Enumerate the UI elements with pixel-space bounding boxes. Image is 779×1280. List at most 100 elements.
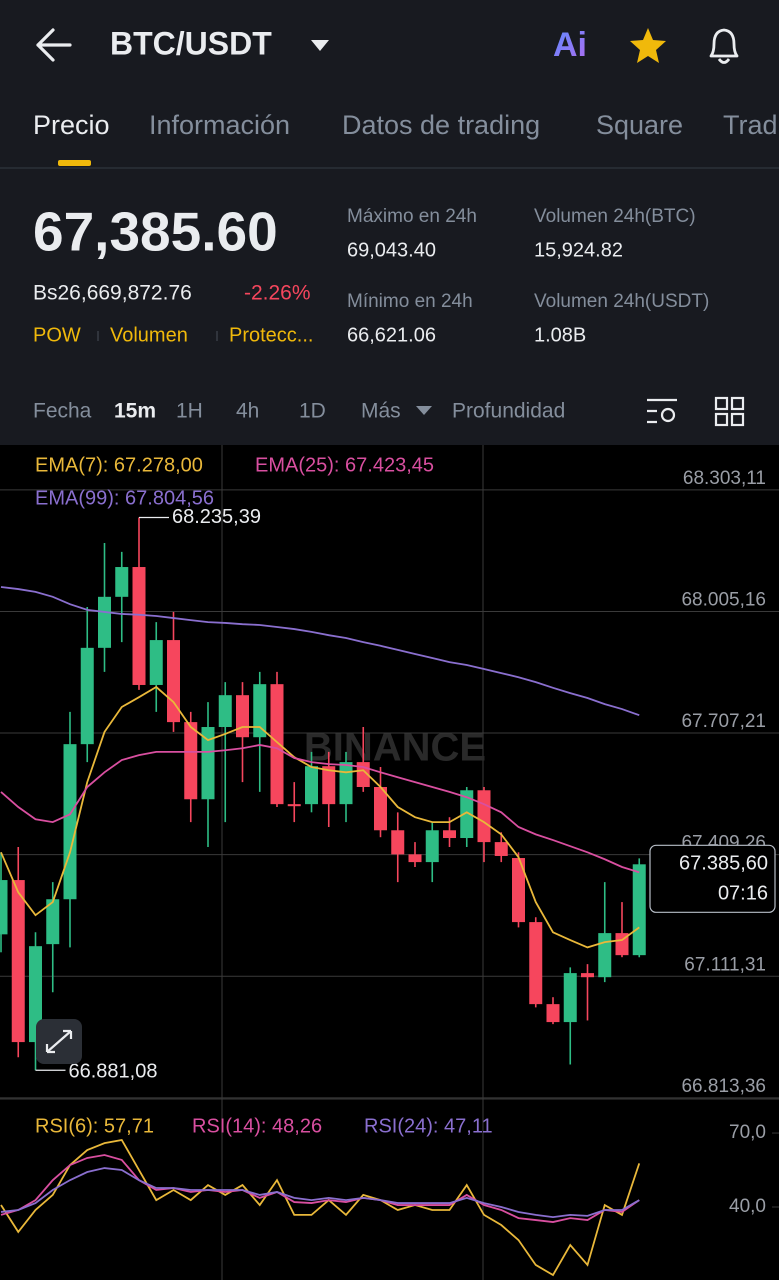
chart-background — [0, 445, 779, 1280]
candle-body — [391, 830, 405, 855]
indicator-line — [0, 685, 640, 949]
candle-body — [132, 567, 146, 685]
stat-label: Mínimo en 24h — [347, 291, 473, 312]
last-price: 67,385.60 — [33, 201, 278, 263]
tag[interactable]: Protecc... — [229, 324, 313, 346]
interval[interactable]: Fecha — [33, 400, 92, 423]
stat-value: 66,621.06 — [347, 324, 436, 346]
back-button[interactable] — [36, 28, 72, 62]
ai-button[interactable]: Ai — [553, 26, 587, 64]
min-label: 66.881,08 — [69, 1060, 158, 1082]
last-price-box — [649, 844, 776, 913]
candle-body — [546, 1004, 560, 1023]
candle-body — [253, 684, 267, 738]
interval[interactable]: Más — [361, 400, 401, 423]
interval[interactable]: 1D — [299, 400, 326, 423]
pair-dropdown[interactable] — [311, 40, 329, 51]
candle-body — [115, 567, 129, 597]
candle-body — [98, 596, 111, 648]
stat-value: 1.08B — [534, 324, 586, 346]
candle-body — [0, 880, 8, 935]
indicator-line — [0, 1154, 640, 1223]
candle-body — [408, 854, 422, 863]
candle-body — [339, 762, 353, 805]
more-dropdown[interactable] — [416, 406, 432, 415]
candle-body — [80, 647, 94, 745]
candle-body — [443, 830, 456, 839]
candle-body — [287, 804, 301, 807]
candle-body — [512, 858, 525, 923]
candle-body — [494, 842, 508, 856]
expand-button[interactable] — [36, 1019, 82, 1064]
y-tick-label: 66.813,36 — [681, 1076, 766, 1097]
favorite-star[interactable] — [630, 28, 666, 63]
legend-entry: EMA(25): 67.423,45 — [255, 454, 434, 476]
candle-body — [374, 787, 387, 831]
watermark: BINANCE — [304, 726, 486, 770]
tab[interactable]: Trad — [723, 110, 778, 140]
tag[interactable]: Volumen — [110, 324, 188, 346]
legend-entry: RSI(24): 47,11 — [364, 1115, 493, 1137]
indicator-line — [0, 1138, 641, 1277]
legend-entry: RSI(6): 57,71 — [35, 1115, 154, 1137]
local-price: Bs26,669,872.76 — [33, 282, 192, 305]
candle-body — [581, 973, 594, 978]
candle-body — [201, 727, 215, 800]
interval[interactable]: Profundidad — [452, 400, 565, 423]
legend-entry: RSI(14): 48,26 — [192, 1115, 322, 1137]
candle-body — [563, 973, 577, 1023]
candle-body — [529, 922, 543, 1005]
candle-body — [149, 640, 163, 685]
indicator-line — [0, 586, 640, 717]
stat-label: Volumen 24h(BTC) — [534, 206, 696, 227]
candle-body — [236, 695, 249, 738]
price-change: -2.26% — [244, 282, 311, 305]
tab[interactable]: Información — [149, 110, 290, 140]
candle-body — [305, 766, 318, 805]
tab[interactable]: Square — [596, 110, 683, 140]
candle-body — [322, 766, 336, 805]
pair-title[interactable]: BTC/USDT — [110, 25, 272, 61]
y-tick-label: 68.303,11 — [683, 468, 766, 489]
indicator-line — [0, 744, 640, 874]
candle-body — [632, 864, 646, 956]
candle-body — [63, 744, 77, 900]
stat-label: Volumen 24h(USDT) — [534, 291, 709, 312]
candle-body — [477, 790, 491, 843]
candle-body — [11, 880, 25, 1043]
max-label: 68.235,39 — [172, 506, 261, 528]
countdown-label: 07:16 — [718, 883, 768, 905]
candle-body — [270, 684, 284, 805]
y-tick-label: 70,0 — [729, 1122, 766, 1143]
indicator-settings[interactable] — [647, 398, 677, 424]
indicator-line — [0, 1167, 640, 1219]
tab[interactable]: Precio — [33, 110, 110, 140]
y-tick-label: 68.005,16 — [681, 589, 766, 610]
candle-body — [598, 933, 612, 978]
candle-body — [184, 722, 198, 800]
y-tick-label: 67.707,21 — [681, 711, 766, 732]
last-price-label: 67.385,60 — [679, 853, 768, 875]
candle-body — [29, 946, 42, 1043]
legend-entry: EMA(99): 67.804,56 — [35, 487, 214, 509]
interval[interactable]: 4h — [236, 400, 259, 423]
candle-body — [46, 899, 60, 945]
candle-body — [167, 640, 180, 723]
candle-body — [218, 695, 232, 728]
layout-button[interactable] — [714, 396, 745, 427]
tag[interactable]: POW — [33, 324, 81, 346]
candle-body — [460, 790, 474, 839]
interval[interactable]: 1H — [176, 400, 203, 423]
tab[interactable]: Datos de trading — [342, 110, 540, 140]
legend-entry: EMA(7): 67.278,00 — [35, 454, 203, 476]
y-tick-label: 40,0 — [729, 1196, 766, 1217]
interval[interactable]: 15m — [114, 400, 156, 423]
header-background — [0, 0, 779, 445]
tab-indicator — [58, 160, 91, 166]
candle-body — [425, 830, 439, 863]
stat-label: Máximo en 24h — [347, 206, 477, 227]
y-tick-label: 67.111,31 — [684, 954, 766, 975]
alert-bell[interactable] — [709, 28, 739, 64]
stat-value: 69,043.40 — [347, 239, 436, 261]
